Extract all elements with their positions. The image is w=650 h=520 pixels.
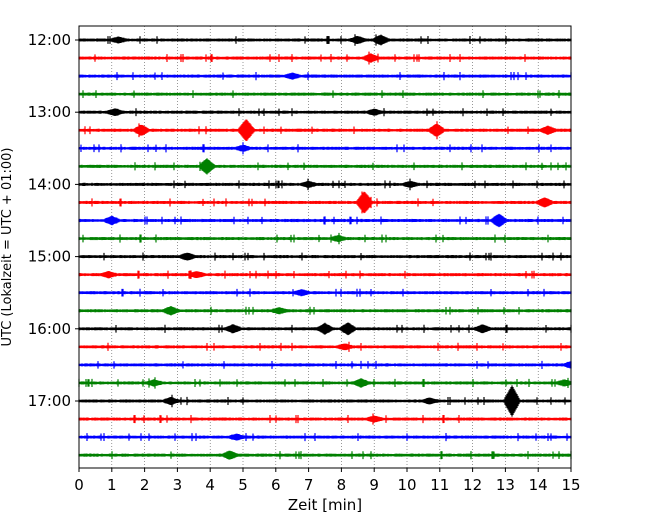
- y-tick-label: 12:00: [28, 31, 71, 49]
- x-tick-label: 12: [463, 476, 482, 494]
- x-tick-label: 9: [369, 476, 379, 494]
- x-axis-label: Zeit [min]: [288, 496, 362, 514]
- plot-frame: [78, 25, 572, 469]
- y-tick-label: 16:00: [28, 320, 71, 338]
- y-tick-label: 17:00: [28, 392, 71, 410]
- x-tick-label: 2: [140, 476, 150, 494]
- x-tick-label: 8: [337, 476, 347, 494]
- x-tick-label: 6: [271, 476, 281, 494]
- x-tick-label: 7: [304, 476, 314, 494]
- y-axis-label: UTC (Lokalzeit = UTC + 01:00): [0, 148, 15, 347]
- y-tick-label: 13:00: [28, 103, 71, 121]
- x-tick-label: 13: [496, 476, 515, 494]
- x-tick-label: 11: [430, 476, 449, 494]
- x-tick-label: 5: [238, 476, 248, 494]
- x-tick-label: 15: [561, 476, 580, 494]
- y-axis-ticks: 12:00 13:00 14:00 15:00 16:00 17:00: [28, 31, 79, 410]
- x-axis-ticks: 0 1 2 3 4 5 6 7 8 9 10 11 12 13 14 15: [74, 468, 581, 494]
- x-tick-label: 1: [107, 476, 117, 494]
- x-tick-label: 3: [173, 476, 183, 494]
- y-tick-label: 15:00: [28, 248, 71, 266]
- x-tick-label: 4: [205, 476, 215, 494]
- x-tick-label: 14: [529, 476, 548, 494]
- plot-background: [79, 26, 571, 468]
- x-tick-label: 10: [397, 476, 416, 494]
- y-tick-label: 14:00: [28, 175, 71, 193]
- x-tick-label: 0: [74, 476, 84, 494]
